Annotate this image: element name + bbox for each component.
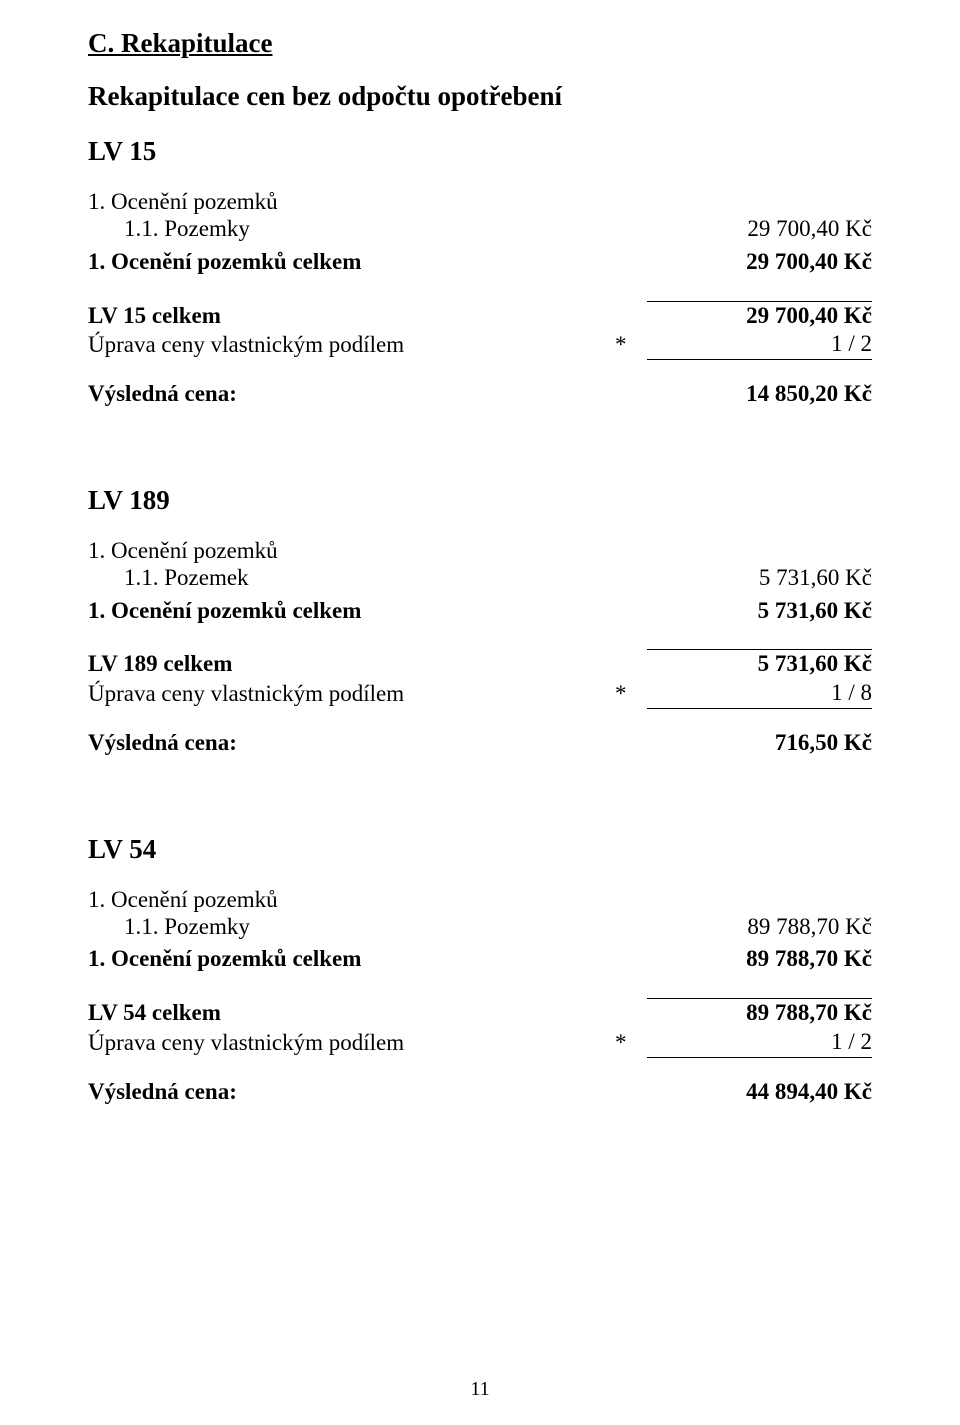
recap-subtitle: Rekapitulace cen bez odpočtu opotřebení xyxy=(88,81,872,112)
adjust-value: 1 / 8 xyxy=(647,679,872,709)
lv-total-row: LV 54 celkem 89 788,70 Kč xyxy=(88,998,872,1028)
sub-item-label: 1.1. Pozemky xyxy=(88,913,250,942)
lv-heading: LV 15 xyxy=(88,136,872,167)
lv-total-value: 5 731,60 Kč xyxy=(647,649,872,679)
item-total-row: 1. Ocenění pozemků celkem 89 788,70 Kč xyxy=(88,945,872,974)
lv-block: LV 189 1. Ocenění pozemků 1.1. Pozemek 5… xyxy=(88,485,872,758)
lv-total-row: LV 189 celkem 5 731,60 Kč xyxy=(88,649,872,679)
sub-item-row: 1.1. Pozemek 5 731,60 Kč xyxy=(88,564,872,593)
result-value: 716,50 Kč xyxy=(647,729,872,758)
lv-total-value: 29 700,40 Kč xyxy=(647,301,872,331)
adjust-row: Úprava ceny vlastnickým podílem * 1 / 8 xyxy=(88,679,872,709)
sub-item-value: 5 731,60 Kč xyxy=(647,564,872,593)
result-label: Výsledná cena: xyxy=(88,1078,237,1107)
adjust-label: Úprava ceny vlastnickým podílem xyxy=(88,680,404,709)
section-c-heading: C. Rekapitulace xyxy=(88,28,872,59)
lv-total-row: LV 15 celkem 29 700,40 Kč xyxy=(88,301,872,331)
item-group-heading: 1. Ocenění pozemků xyxy=(88,887,872,913)
adjust-value: 1 / 2 xyxy=(647,1028,872,1058)
item-total-row: 1. Ocenění pozemků celkem 5 731,60 Kč xyxy=(88,597,872,626)
sub-item-label: 1.1. Pozemky xyxy=(88,215,250,244)
sub-item-row: 1.1. Pozemky 29 700,40 Kč xyxy=(88,215,872,244)
sub-item-value: 89 788,70 Kč xyxy=(647,913,872,942)
item-total-label: 1. Ocenění pozemků celkem xyxy=(88,597,361,626)
adjust-star: * xyxy=(615,1029,647,1058)
item-group-heading: 1. Ocenění pozemků xyxy=(88,538,872,564)
lv-block: LV 15 1. Ocenění pozemků 1.1. Pozemky 29… xyxy=(88,136,872,409)
adjust-star: * xyxy=(615,331,647,360)
lv-block: LV 54 1. Ocenění pozemků 1.1. Pozemky 89… xyxy=(88,834,872,1107)
item-total-value: 89 788,70 Kč xyxy=(647,945,872,974)
page-number: 11 xyxy=(0,1378,960,1401)
adjust-star: * xyxy=(615,680,647,709)
result-value: 14 850,20 Kč xyxy=(647,380,872,409)
result-value: 44 894,40 Kč xyxy=(647,1078,872,1107)
sub-item-label: 1.1. Pozemek xyxy=(88,564,249,593)
item-total-label: 1. Ocenění pozemků celkem xyxy=(88,945,361,974)
result-row: Výsledná cena: 716,50 Kč xyxy=(88,729,872,758)
adjust-label: Úprava ceny vlastnickým podílem xyxy=(88,331,404,360)
adjust-label: Úprava ceny vlastnickým podílem xyxy=(88,1029,404,1058)
adjust-row: Úprava ceny vlastnickým podílem * 1 / 2 xyxy=(88,1028,872,1058)
adjust-row: Úprava ceny vlastnickým podílem * 1 / 2 xyxy=(88,330,872,360)
sub-item-value: 29 700,40 Kč xyxy=(647,215,872,244)
item-group-heading: 1. Ocenění pozemků xyxy=(88,189,872,215)
item-total-label: 1. Ocenění pozemků celkem xyxy=(88,248,361,277)
lv-heading: LV 54 xyxy=(88,834,872,865)
lv-total-label: LV 189 celkem xyxy=(88,650,232,679)
lv-total-label: LV 54 celkem xyxy=(88,999,221,1028)
item-total-row: 1. Ocenění pozemků celkem 29 700,40 Kč xyxy=(88,248,872,277)
lv-heading: LV 189 xyxy=(88,485,872,516)
item-total-value: 5 731,60 Kč xyxy=(647,597,872,626)
item-total-value: 29 700,40 Kč xyxy=(647,248,872,277)
result-row: Výsledná cena: 44 894,40 Kč xyxy=(88,1078,872,1107)
adjust-value: 1 / 2 xyxy=(647,330,872,360)
result-row: Výsledná cena: 14 850,20 Kč xyxy=(88,380,872,409)
lv-total-value: 89 788,70 Kč xyxy=(647,998,872,1028)
result-label: Výsledná cena: xyxy=(88,380,237,409)
lv-total-label: LV 15 celkem xyxy=(88,302,221,331)
sub-item-row: 1.1. Pozemky 89 788,70 Kč xyxy=(88,913,872,942)
result-label: Výsledná cena: xyxy=(88,729,237,758)
page: C. Rekapitulace Rekapitulace cen bez odp… xyxy=(0,0,960,1425)
